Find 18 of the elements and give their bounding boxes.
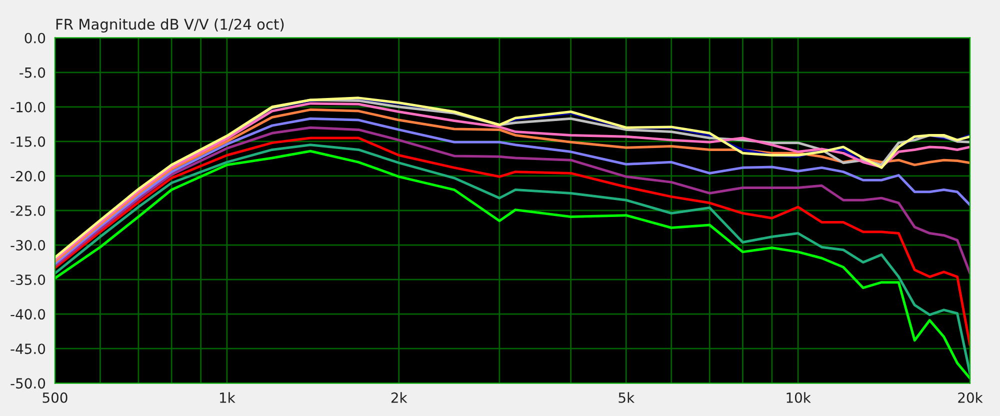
- x-tick-label: 5k: [618, 392, 635, 403]
- x-tick-label: 20k: [958, 392, 983, 403]
- chart-title: FR Magnitude dB V/V (1/24 oct): [56, 18, 284, 33]
- x-tick-label: 1k: [220, 392, 236, 403]
- x-tick-label: 10k: [786, 392, 811, 403]
- y-tick-label: -40.0: [10, 309, 46, 320]
- x-tick-label: 500: [42, 392, 68, 403]
- y-tick-label: -45.0: [10, 344, 46, 354]
- y-tick-label: -15.0: [10, 136, 46, 147]
- y-tick-label: -20.0: [10, 170, 46, 182]
- y-tick-label: -35.0: [10, 274, 46, 286]
- y-tick-label: -50.0: [10, 378, 46, 389]
- y-tick-label: 0.0: [24, 32, 46, 44]
- y-tick-label: -10.0: [10, 102, 46, 112]
- y-tick-label: -30.0: [10, 240, 46, 250]
- x-tick-label: 2k: [391, 392, 408, 403]
- y-tick-label: -25.0: [10, 205, 46, 216]
- y-tick-label: -5.0: [20, 67, 46, 78]
